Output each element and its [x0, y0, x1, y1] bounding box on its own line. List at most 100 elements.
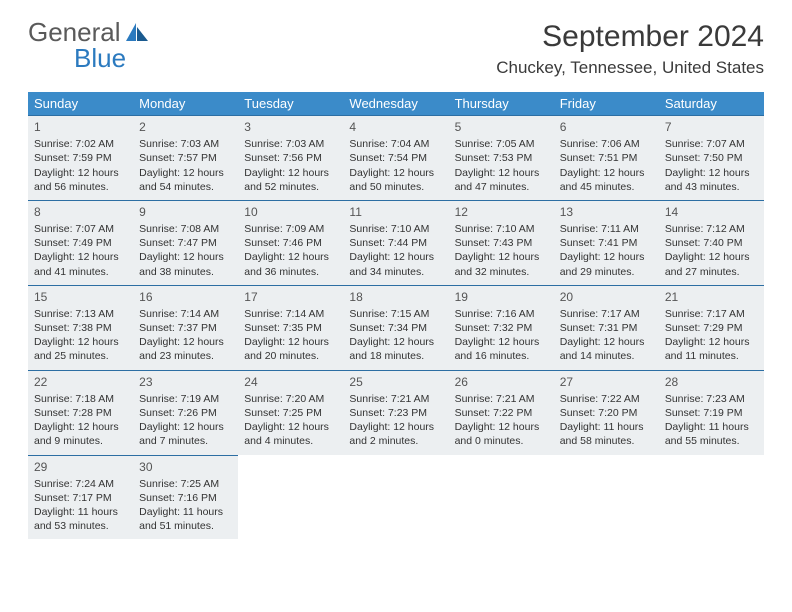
sunset-text: Sunset: 7:35 PM — [244, 321, 337, 335]
day-number: 9 — [139, 204, 232, 220]
sunrise-text: Sunrise: 7:08 AM — [139, 222, 232, 236]
daylight-text: Daylight: 11 hours and 55 minutes. — [665, 420, 758, 448]
calendar-day-cell: 25Sunrise: 7:21 AMSunset: 7:23 PMDayligh… — [343, 370, 448, 455]
daylight-text: Daylight: 12 hours and 4 minutes. — [244, 420, 337, 448]
sunrise-text: Sunrise: 7:11 AM — [560, 222, 653, 236]
sunset-text: Sunset: 7:37 PM — [139, 321, 232, 335]
sunset-text: Sunset: 7:19 PM — [665, 406, 758, 420]
sunset-text: Sunset: 7:38 PM — [34, 321, 127, 335]
sunrise-text: Sunrise: 7:05 AM — [455, 137, 548, 151]
sunset-text: Sunset: 7:26 PM — [139, 406, 232, 420]
day-number: 28 — [665, 374, 758, 390]
daylight-text: Daylight: 12 hours and 54 minutes. — [139, 166, 232, 194]
daylight-text: Daylight: 12 hours and 38 minutes. — [139, 250, 232, 278]
calendar-day-cell: 5Sunrise: 7:05 AMSunset: 7:53 PMDaylight… — [449, 116, 554, 201]
calendar-day-cell: 9Sunrise: 7:08 AMSunset: 7:47 PMDaylight… — [133, 200, 238, 285]
day-number: 24 — [244, 374, 337, 390]
calendar-week-row: 29Sunrise: 7:24 AMSunset: 7:17 PMDayligh… — [28, 455, 764, 539]
day-number: 29 — [34, 459, 127, 475]
calendar-day-cell: 22Sunrise: 7:18 AMSunset: 7:28 PMDayligh… — [28, 370, 133, 455]
calendar-day-cell: 11Sunrise: 7:10 AMSunset: 7:44 PMDayligh… — [343, 200, 448, 285]
daylight-text: Daylight: 12 hours and 14 minutes. — [560, 335, 653, 363]
sunrise-text: Sunrise: 7:14 AM — [244, 307, 337, 321]
sunrise-text: Sunrise: 7:07 AM — [665, 137, 758, 151]
calendar-week-row: 8Sunrise: 7:07 AMSunset: 7:49 PMDaylight… — [28, 200, 764, 285]
sunrise-text: Sunrise: 7:10 AM — [349, 222, 442, 236]
sunset-text: Sunset: 7:53 PM — [455, 151, 548, 165]
logo-sail-icon — [126, 23, 148, 41]
calendar-day-cell: 1Sunrise: 7:02 AMSunset: 7:59 PMDaylight… — [28, 116, 133, 201]
header: General Blue September 2024 Chuckey, Ten… — [28, 20, 764, 78]
logo-line-2: Blue — [74, 43, 126, 73]
day-number: 18 — [349, 289, 442, 305]
sunrise-text: Sunrise: 7:12 AM — [665, 222, 758, 236]
calendar-day-cell — [554, 455, 659, 539]
sunrise-text: Sunrise: 7:17 AM — [560, 307, 653, 321]
sunset-text: Sunset: 7:23 PM — [349, 406, 442, 420]
calendar-day-cell: 18Sunrise: 7:15 AMSunset: 7:34 PMDayligh… — [343, 285, 448, 370]
day-number: 30 — [139, 459, 232, 475]
daylight-text: Daylight: 12 hours and 45 minutes. — [560, 166, 653, 194]
sunset-text: Sunset: 7:31 PM — [560, 321, 653, 335]
sunrise-text: Sunrise: 7:21 AM — [455, 392, 548, 406]
calendar-day-cell: 10Sunrise: 7:09 AMSunset: 7:46 PMDayligh… — [238, 200, 343, 285]
calendar-day-cell: 24 Sunrise: 7:20 AMSunset: 7:25 PMDayligh… — [238, 370, 343, 455]
calendar-day-cell: 2Sunrise: 7:03 AMSunset: 7:57 PMDaylight… — [133, 116, 238, 201]
daylight-text: Daylight: 12 hours and 29 minutes. — [560, 250, 653, 278]
daylight-text: Daylight: 12 hours and 56 minutes. — [34, 166, 127, 194]
sunrise-text: Sunrise: 7:17 AM — [665, 307, 758, 321]
calendar-day-cell: 8Sunrise: 7:07 AMSunset: 7:49 PMDaylight… — [28, 200, 133, 285]
calendar-day-cell: 26Sunrise: 7:21 AMSunset: 7:22 PMDayligh… — [449, 370, 554, 455]
calendar-day-cell: 23Sunrise: 7:19 AMSunset: 7:26 PMDayligh… — [133, 370, 238, 455]
daylight-text: Daylight: 12 hours and 11 minutes. — [665, 335, 758, 363]
daylight-text: Daylight: 12 hours and 50 minutes. — [349, 166, 442, 194]
calendar-day-cell — [659, 455, 764, 539]
daylight-text: Daylight: 12 hours and 27 minutes. — [665, 250, 758, 278]
sunrise-text: Sunrise: 7:18 AM — [34, 392, 127, 406]
weekday-saturday: Saturday — [659, 92, 764, 116]
weekday-friday: Friday — [554, 92, 659, 116]
calendar-day-cell: 13Sunrise: 7:11 AMSunset: 7:41 PMDayligh… — [554, 200, 659, 285]
calendar-day-cell: 3Sunrise: 7:03 AMSunset: 7:56 PMDaylight… — [238, 116, 343, 201]
day-number: 11 — [349, 204, 442, 220]
weekday-monday: Monday — [133, 92, 238, 116]
sunrise-text: Sunrise: 7:04 AM — [349, 137, 442, 151]
day-number: 17 — [244, 289, 337, 305]
day-number: 20 — [560, 289, 653, 305]
calendar-day-cell: 21Sunrise: 7:17 AMSunset: 7:29 PMDayligh… — [659, 285, 764, 370]
calendar-day-cell: 7Sunrise: 7:07 AMSunset: 7:50 PMDaylight… — [659, 116, 764, 201]
daylight-text: Daylight: 12 hours and 18 minutes. — [349, 335, 442, 363]
daylight-text: Daylight: 12 hours and 32 minutes. — [455, 250, 548, 278]
daylight-text: Daylight: 12 hours and 47 minutes. — [455, 166, 548, 194]
daylight-text: Daylight: 12 hours and 25 minutes. — [34, 335, 127, 363]
sunrise-text: Sunrise: 7:13 AM — [34, 307, 127, 321]
calendar-day-cell: 6Sunrise: 7:06 AMSunset: 7:51 PMDaylight… — [554, 116, 659, 201]
calendar-day-cell: 12Sunrise: 7:10 AMSunset: 7:43 PMDayligh… — [449, 200, 554, 285]
sunrise-text: Sunrise: 7:20 AM — [244, 392, 337, 406]
daylight-text: Daylight: 12 hours and 41 minutes. — [34, 250, 127, 278]
weekday-wednesday: Wednesday — [343, 92, 448, 116]
calendar-day-cell: 27Sunrise: 7:22 AMSunset: 7:20 PMDayligh… — [554, 370, 659, 455]
calendar-day-cell: 19Sunrise: 7:16 AMSunset: 7:32 PMDayligh… — [449, 285, 554, 370]
sunset-text: Sunset: 7:44 PM — [349, 236, 442, 250]
day-number: 8 — [34, 204, 127, 220]
day-number: 2 — [139, 119, 232, 135]
weekday-tuesday: Tuesday — [238, 92, 343, 116]
sunrise-text: Sunrise: 7:24 AM — [34, 477, 127, 491]
sunrise-text: Sunrise: 7:25 AM — [139, 477, 232, 491]
calendar-day-cell — [238, 455, 343, 539]
sunset-text: Sunset: 7:25 PM — [244, 406, 337, 420]
sunset-text: Sunset: 7:20 PM — [560, 406, 653, 420]
sunset-text: Sunset: 7:54 PM — [349, 151, 442, 165]
sunset-text: Sunset: 7:57 PM — [139, 151, 232, 165]
sunset-text: Sunset: 7:17 PM — [34, 491, 127, 505]
sunset-text: Sunset: 7:29 PM — [665, 321, 758, 335]
calendar-day-cell — [449, 455, 554, 539]
calendar-day-cell: 16Sunrise: 7:14 AMSunset: 7:37 PMDayligh… — [133, 285, 238, 370]
day-number: 19 — [455, 289, 548, 305]
logo: General Blue — [28, 20, 148, 72]
day-number: 6 — [560, 119, 653, 135]
day-number: 13 — [560, 204, 653, 220]
sunset-text: Sunset: 7:49 PM — [34, 236, 127, 250]
sunrise-text: Sunrise: 7:14 AM — [139, 307, 232, 321]
